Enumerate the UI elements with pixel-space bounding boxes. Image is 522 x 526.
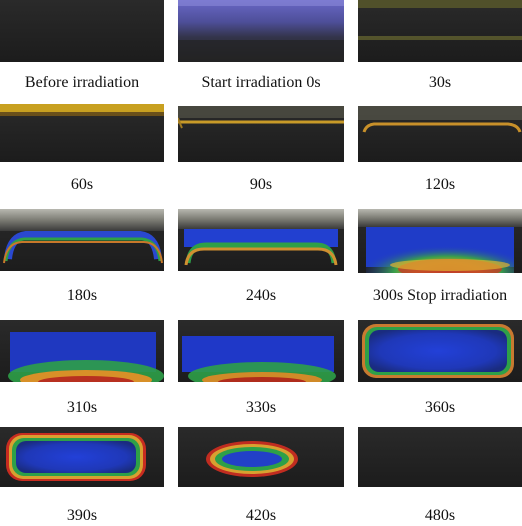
frame-30s (358, 0, 522, 62)
frame-before-irradiation (0, 0, 164, 62)
frame-label: 60s (70, 176, 94, 193)
frame-label: Start irradiation 0s (201, 74, 321, 91)
frame-330s (178, 320, 344, 382)
frame-120s (358, 106, 522, 162)
frame-label: 310s (66, 399, 98, 416)
frame-label: 480s (424, 507, 456, 524)
frame-label: 240s (245, 287, 277, 304)
frame-90s (178, 106, 344, 162)
frame-label: Before irradiation (24, 74, 140, 91)
frame-480s (358, 427, 522, 487)
frame-label: 180s (66, 287, 98, 304)
frame-180s (0, 209, 164, 271)
frame-60s (0, 104, 164, 162)
frame-240s (178, 209, 344, 271)
frame-label: 330s (245, 399, 277, 416)
frame-label: 390s (66, 507, 98, 524)
frame-label: 360s (424, 399, 456, 416)
frame-label: 90s (249, 176, 273, 193)
frame-390s (0, 427, 164, 487)
frame-420s (178, 427, 344, 487)
frame-label: 120s (424, 176, 456, 193)
frame-360s (358, 320, 522, 382)
frame-label: 420s (245, 507, 277, 524)
frame-label: 30s (428, 74, 452, 91)
frame-label: 300s Stop irradiation (372, 287, 508, 304)
frame-start-irradiation (178, 0, 344, 62)
frame-300s (358, 209, 522, 273)
frame-310s (0, 320, 164, 382)
